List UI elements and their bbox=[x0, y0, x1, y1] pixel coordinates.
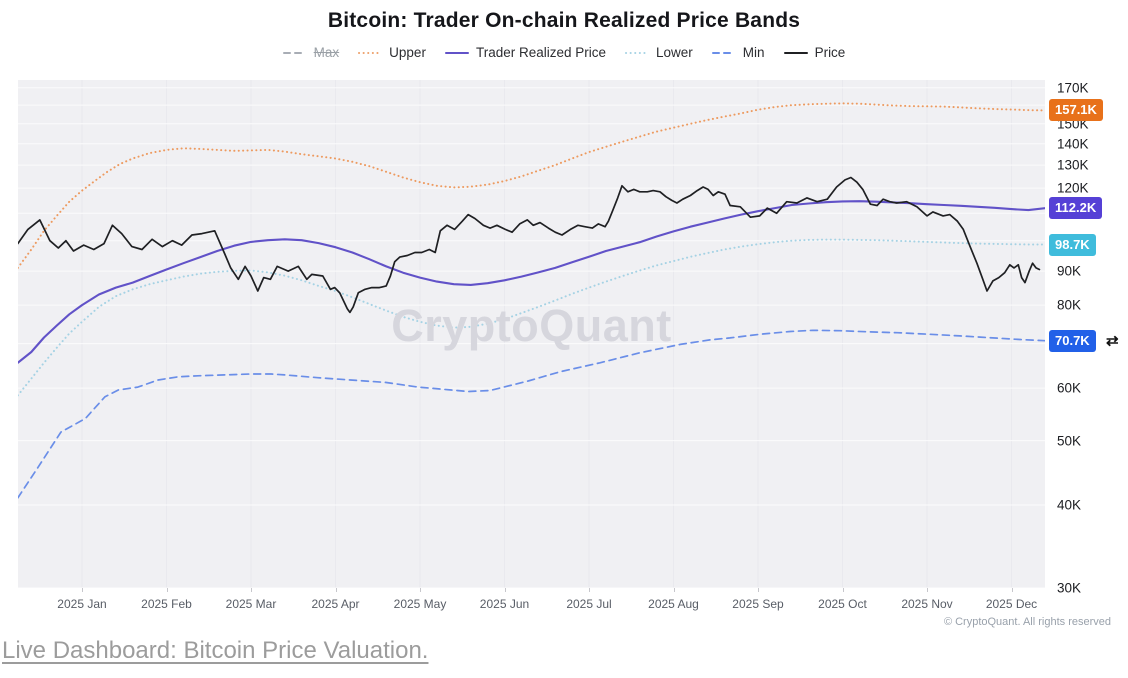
y-axis-label: 140K bbox=[1057, 136, 1089, 152]
dashed-line-swatch-icon bbox=[282, 51, 307, 54]
solid-line-swatch-icon bbox=[783, 51, 808, 54]
price-badge-lower: 98.7K bbox=[1049, 233, 1096, 256]
y-axis-label: 90K bbox=[1057, 263, 1082, 279]
dotted-line-swatch-icon bbox=[358, 51, 383, 54]
x-axis-label: 2025 Jul bbox=[566, 597, 612, 611]
chart-title: Bitcoin: Trader On-chain Realized Price … bbox=[327, 9, 801, 32]
series-min-line bbox=[18, 329, 1045, 499]
legend-item-upper[interactable]: Upper bbox=[358, 45, 426, 60]
x-axis-label: 2025 Oct bbox=[818, 597, 867, 611]
x-axis-tick bbox=[1011, 588, 1013, 592]
legend: Max Upper Trader Realized Price Lower Min Pri… bbox=[0, 45, 1128, 60]
x-axis-label: 2025 May bbox=[393, 597, 447, 611]
y-axis-label: 170K bbox=[1057, 80, 1089, 96]
dashed-line-swatch-icon bbox=[711, 51, 736, 54]
series-trader-realized-price-line bbox=[18, 200, 1045, 364]
y-axis-label: 60K bbox=[1057, 380, 1082, 396]
legend-item-min[interactable]: Min bbox=[711, 45, 765, 60]
dotted-line-swatch-icon bbox=[625, 51, 650, 54]
price-badge-trader-realized-price: 112.2K bbox=[1049, 196, 1103, 219]
x-axis-tick bbox=[166, 588, 168, 592]
legend-item-price[interactable]: Price bbox=[783, 45, 846, 60]
legend-item-max[interactable]: Max bbox=[282, 45, 340, 60]
x-axis-tick bbox=[673, 588, 675, 592]
x-axis-tick bbox=[504, 588, 506, 592]
x-axis-label: 2025 Apr bbox=[311, 597, 360, 611]
legend-label: Upper bbox=[389, 45, 426, 60]
chart-canvas bbox=[18, 80, 1045, 588]
legend-label: Max bbox=[313, 45, 340, 60]
plot-area[interactable]: CryptoQuant bbox=[18, 80, 1045, 588]
x-axis-tick bbox=[82, 588, 83, 592]
x-axis-tick bbox=[927, 588, 928, 592]
x-axis-tick bbox=[420, 588, 421, 592]
legend-label: Trader Realized Price bbox=[475, 45, 607, 60]
y-axis-label: 30K bbox=[1057, 580, 1082, 596]
x-axis-tick bbox=[251, 588, 252, 592]
y-axis-label: 50K bbox=[1057, 433, 1082, 449]
series-price-line bbox=[18, 176, 1041, 314]
solid-line-swatch-icon bbox=[444, 51, 469, 54]
y-axis-label: 130K bbox=[1057, 157, 1089, 173]
price-badge-upper: 157.1K bbox=[1049, 99, 1103, 122]
legend-label: Min bbox=[742, 45, 765, 60]
x-axis-label: 2025 Dec bbox=[985, 597, 1038, 611]
x-axis-tick bbox=[589, 588, 590, 592]
currency-swap-icon[interactable]: ⇄ bbox=[1106, 332, 1119, 350]
price-badge-min: 70.7K bbox=[1049, 329, 1096, 352]
x-axis-label: 2025 Feb bbox=[141, 597, 192, 611]
x-axis-label: 2025 Mar bbox=[225, 597, 277, 611]
series-upper-line bbox=[18, 102, 1045, 269]
y-axis-label: 40K bbox=[1057, 497, 1082, 513]
x-axis-tick bbox=[335, 588, 337, 592]
x-axis-label: 2025 Aug bbox=[648, 597, 699, 611]
copyright-text: © CryptoQuant. All rights reserved bbox=[943, 616, 1111, 628]
x-axis-tick bbox=[842, 588, 844, 592]
x-axis-tick bbox=[758, 588, 759, 592]
legend-item-lower[interactable]: Lower bbox=[625, 45, 693, 60]
x-axis-label: 2025 Jun bbox=[479, 597, 530, 611]
x-axis-label: 2025 Jan bbox=[57, 597, 107, 611]
legend-label: Lower bbox=[656, 45, 693, 60]
y-axis-label: 80K bbox=[1057, 297, 1082, 313]
legend-label: Price bbox=[814, 45, 846, 60]
legend-item-trader-realized-price[interactable]: Trader Realized Price bbox=[444, 45, 607, 60]
x-axis-label: 2025 Sep bbox=[732, 597, 784, 611]
y-axis-label: 120K bbox=[1057, 180, 1089, 196]
series-lower-line bbox=[18, 238, 1045, 397]
live-dashboard-link[interactable]: Live Dashboard: Bitcoin Price Valuation. bbox=[2, 637, 429, 664]
x-axis-label: 2025 Nov bbox=[901, 597, 953, 611]
